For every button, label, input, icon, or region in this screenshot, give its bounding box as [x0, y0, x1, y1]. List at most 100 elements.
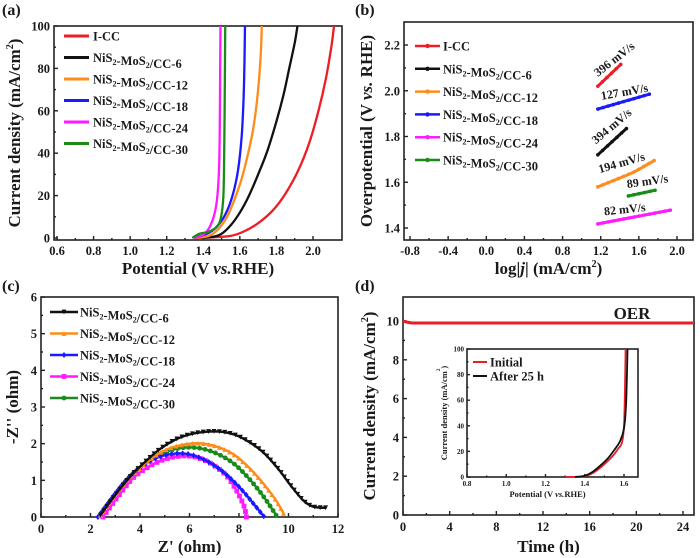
x-tick-label: 1.6	[620, 480, 629, 488]
data-point	[217, 429, 222, 434]
series-line	[195, 26, 336, 240]
data-point	[631, 170, 636, 174]
data-point	[191, 452, 196, 459]
data-point	[184, 441, 190, 447]
data-point	[652, 158, 656, 163]
data-point	[201, 441, 206, 446]
data-point	[596, 185, 600, 189]
data-point	[281, 510, 286, 516]
data-point	[323, 505, 329, 511]
data-point	[154, 459, 160, 465]
data-point	[175, 453, 181, 459]
data-point	[195, 430, 201, 436]
x-tick-label: 0.8	[86, 244, 102, 258]
data-point	[110, 501, 116, 506]
data-point	[255, 475, 261, 480]
data-point	[147, 454, 153, 460]
data-point	[241, 503, 247, 509]
data-point	[237, 493, 242, 499]
data-point	[260, 449, 266, 455]
y-tick-label: 2	[31, 437, 37, 451]
data-point	[236, 455, 242, 461]
x-tick-label: 0.0	[478, 244, 494, 258]
y-tick-label: 10	[387, 315, 400, 329]
data-point	[652, 211, 657, 215]
data-point	[247, 496, 253, 503]
data-point	[163, 447, 169, 453]
data-point	[163, 452, 169, 459]
data-point	[264, 498, 270, 504]
data-point	[243, 491, 249, 498]
y-tick-label: 2	[393, 470, 399, 484]
legend-label: NiS2-MoS2/CC-30	[80, 392, 175, 412]
panel-label: (d)	[355, 278, 375, 295]
legend-marker	[425, 66, 430, 72]
y-tick-label: 4	[393, 431, 400, 445]
data-point	[113, 496, 119, 502]
y-tick-label: 4	[31, 364, 38, 378]
data-point	[610, 139, 614, 144]
data-point	[179, 434, 185, 440]
data-point	[211, 428, 217, 434]
data-point	[196, 454, 202, 461]
x-tick-label: 1.2	[593, 244, 609, 258]
data-point	[135, 466, 141, 471]
data-point	[236, 465, 241, 471]
data-point	[605, 75, 609, 80]
data-point	[222, 447, 228, 452]
data-point	[100, 514, 106, 520]
legend-label: NiS2-MoS2/CC-24	[443, 131, 539, 151]
data-point	[291, 487, 297, 493]
data-point	[220, 468, 225, 475]
data-point	[307, 502, 313, 508]
x-tick-label: 12	[537, 520, 550, 534]
data-point	[174, 436, 180, 442]
data-point	[123, 483, 129, 489]
data-point	[153, 452, 159, 458]
data-point	[288, 483, 294, 489]
y-axis-label: Current density (mA/cm2)	[5, 39, 24, 228]
x-tick-label: 20	[630, 520, 643, 534]
data-point	[224, 471, 230, 478]
data-point	[627, 216, 631, 220]
data-point	[621, 217, 626, 221]
data-point	[160, 444, 166, 450]
data-point	[213, 450, 218, 456]
x-tick-label: 2.0	[669, 244, 685, 258]
x-axis-label: log|j| (mA/cm2)	[495, 259, 603, 278]
data-point	[169, 438, 175, 444]
data-point	[269, 492, 275, 498]
inset-x-axis-label: Potential (V vs.RHE)	[509, 489, 585, 499]
data-point	[61, 374, 67, 379]
y-tick-label: 0	[31, 511, 37, 525]
data-point	[227, 430, 233, 436]
data-point	[611, 178, 615, 183]
data-point	[238, 434, 243, 440]
tafel-slope-annotation: 194 mV/s	[597, 149, 647, 176]
x-tick-label: 0.8	[463, 480, 472, 488]
legend-label: NiS2-MoS2/CC-12	[443, 85, 538, 105]
data-point	[244, 514, 249, 520]
x-tick-label: 12	[332, 522, 345, 536]
data-point	[254, 504, 260, 511]
data-point	[131, 475, 137, 480]
data-point	[642, 164, 646, 169]
data-point	[155, 447, 161, 453]
y-axis-label: Current density (mA/cm2)	[360, 312, 379, 501]
data-point	[247, 440, 253, 445]
x-axis-label: Potential (V vs.RHE)	[122, 259, 274, 278]
data-point	[164, 456, 170, 461]
inset-chart: 0.8 1.0 1.2 1.4 1.6 0 20 40 60 80 100 InitialAfter …	[436, 346, 639, 499]
data-point	[642, 93, 646, 98]
data-point	[614, 66, 618, 71]
data-point	[658, 210, 662, 214]
data-point	[215, 465, 221, 472]
data-point	[601, 105, 605, 110]
data-point	[107, 499, 113, 505]
data-point	[222, 455, 228, 461]
x-tick-label: 8	[236, 522, 242, 536]
y-tick-label: 6	[393, 392, 399, 406]
data-point	[668, 208, 673, 212]
y-tick-label: 80	[457, 371, 465, 379]
